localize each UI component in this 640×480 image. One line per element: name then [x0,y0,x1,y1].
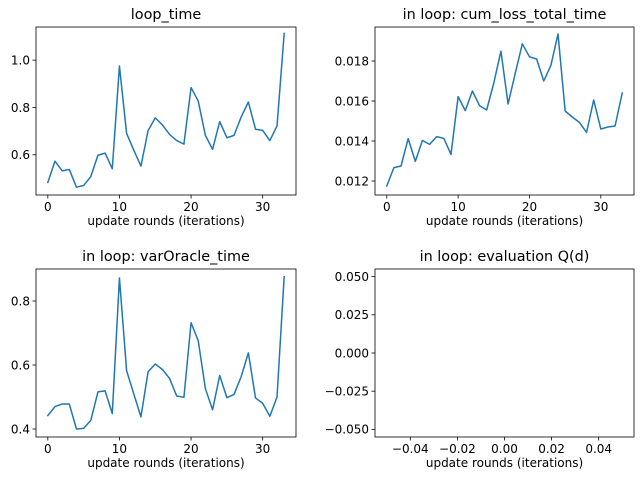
x-axis-label: update rounds (iterations) [87,456,244,470]
subplot-title: in loop: varOracle_time [82,249,250,265]
series-line [46,275,285,430]
subplot-title: in loop: cum_loss_total_time [403,7,607,23]
y-tick-label: 0.000 [335,346,369,360]
subplot-3: 0 10 20 30 0.4 0.6 0.8 in loop: varOracle_timeu… [11,249,297,470]
y-tick-label: −0.050 [325,423,369,437]
subplot-title: loop_time [131,7,202,23]
y-tick-label: 0.012 [335,174,369,188]
x-tick-label: 0 [44,200,52,214]
x-axis-label: update rounds (iterations) [426,456,583,470]
axes-frame [374,26,635,196]
x-axis-label: update rounds (iterations) [87,214,244,228]
y-tick-label: 0.6 [11,148,30,162]
y-tick-label: 0.014 [335,134,369,148]
x-tick-label: 10 [112,442,127,456]
y-tick-label: 0.018 [335,54,369,68]
x-tick-label: 30 [255,200,270,214]
y-tick-label: 0.4 [11,422,30,436]
axes-frame [35,26,297,196]
x-tick-label: 0.04 [585,442,612,456]
y-tick-label: 0.8 [11,294,30,308]
series-line [46,32,285,188]
x-tick-label: 20 [522,200,537,214]
x-axis-label: update rounds (iterations) [426,214,583,228]
x-tick-label: 30 [255,442,270,456]
axes-frame [35,268,297,438]
x-tick-label: 10 [112,200,127,214]
series-line [385,33,624,187]
subplot-2: 0 10 20 30 0.012 0.014 0.016 0.018 in loop: cum_… [335,7,635,228]
x-tick-label: 10 [450,200,465,214]
y-tick-label: 0.8 [11,101,30,115]
x-tick-label: −0.02 [439,442,476,456]
y-tick-label: 0.050 [335,270,369,284]
x-tick-label: 30 [593,200,608,214]
x-tick-label: 0.00 [491,442,518,456]
subplot-title: in loop: evaluation Q(d) [420,249,590,265]
x-tick-label: −0.04 [392,442,429,456]
x-tick-label: 20 [183,200,198,214]
x-tick-label: 0 [44,442,52,456]
x-tick-label: 20 [183,442,198,456]
x-tick-label: 0.02 [538,442,565,456]
subplot-4: −0.04 −0.02 0.00 0.02 0.04 −0.050 −0.025 0.000 0… [325,249,635,470]
y-tick-label: 1.0 [11,53,30,67]
y-tick-label: 0.6 [11,358,30,372]
x-tick-label: 0 [383,200,391,214]
y-tick-label: 0.016 [335,94,369,108]
y-tick-label: 0.025 [335,308,369,322]
y-tick-label: −0.025 [325,384,369,398]
